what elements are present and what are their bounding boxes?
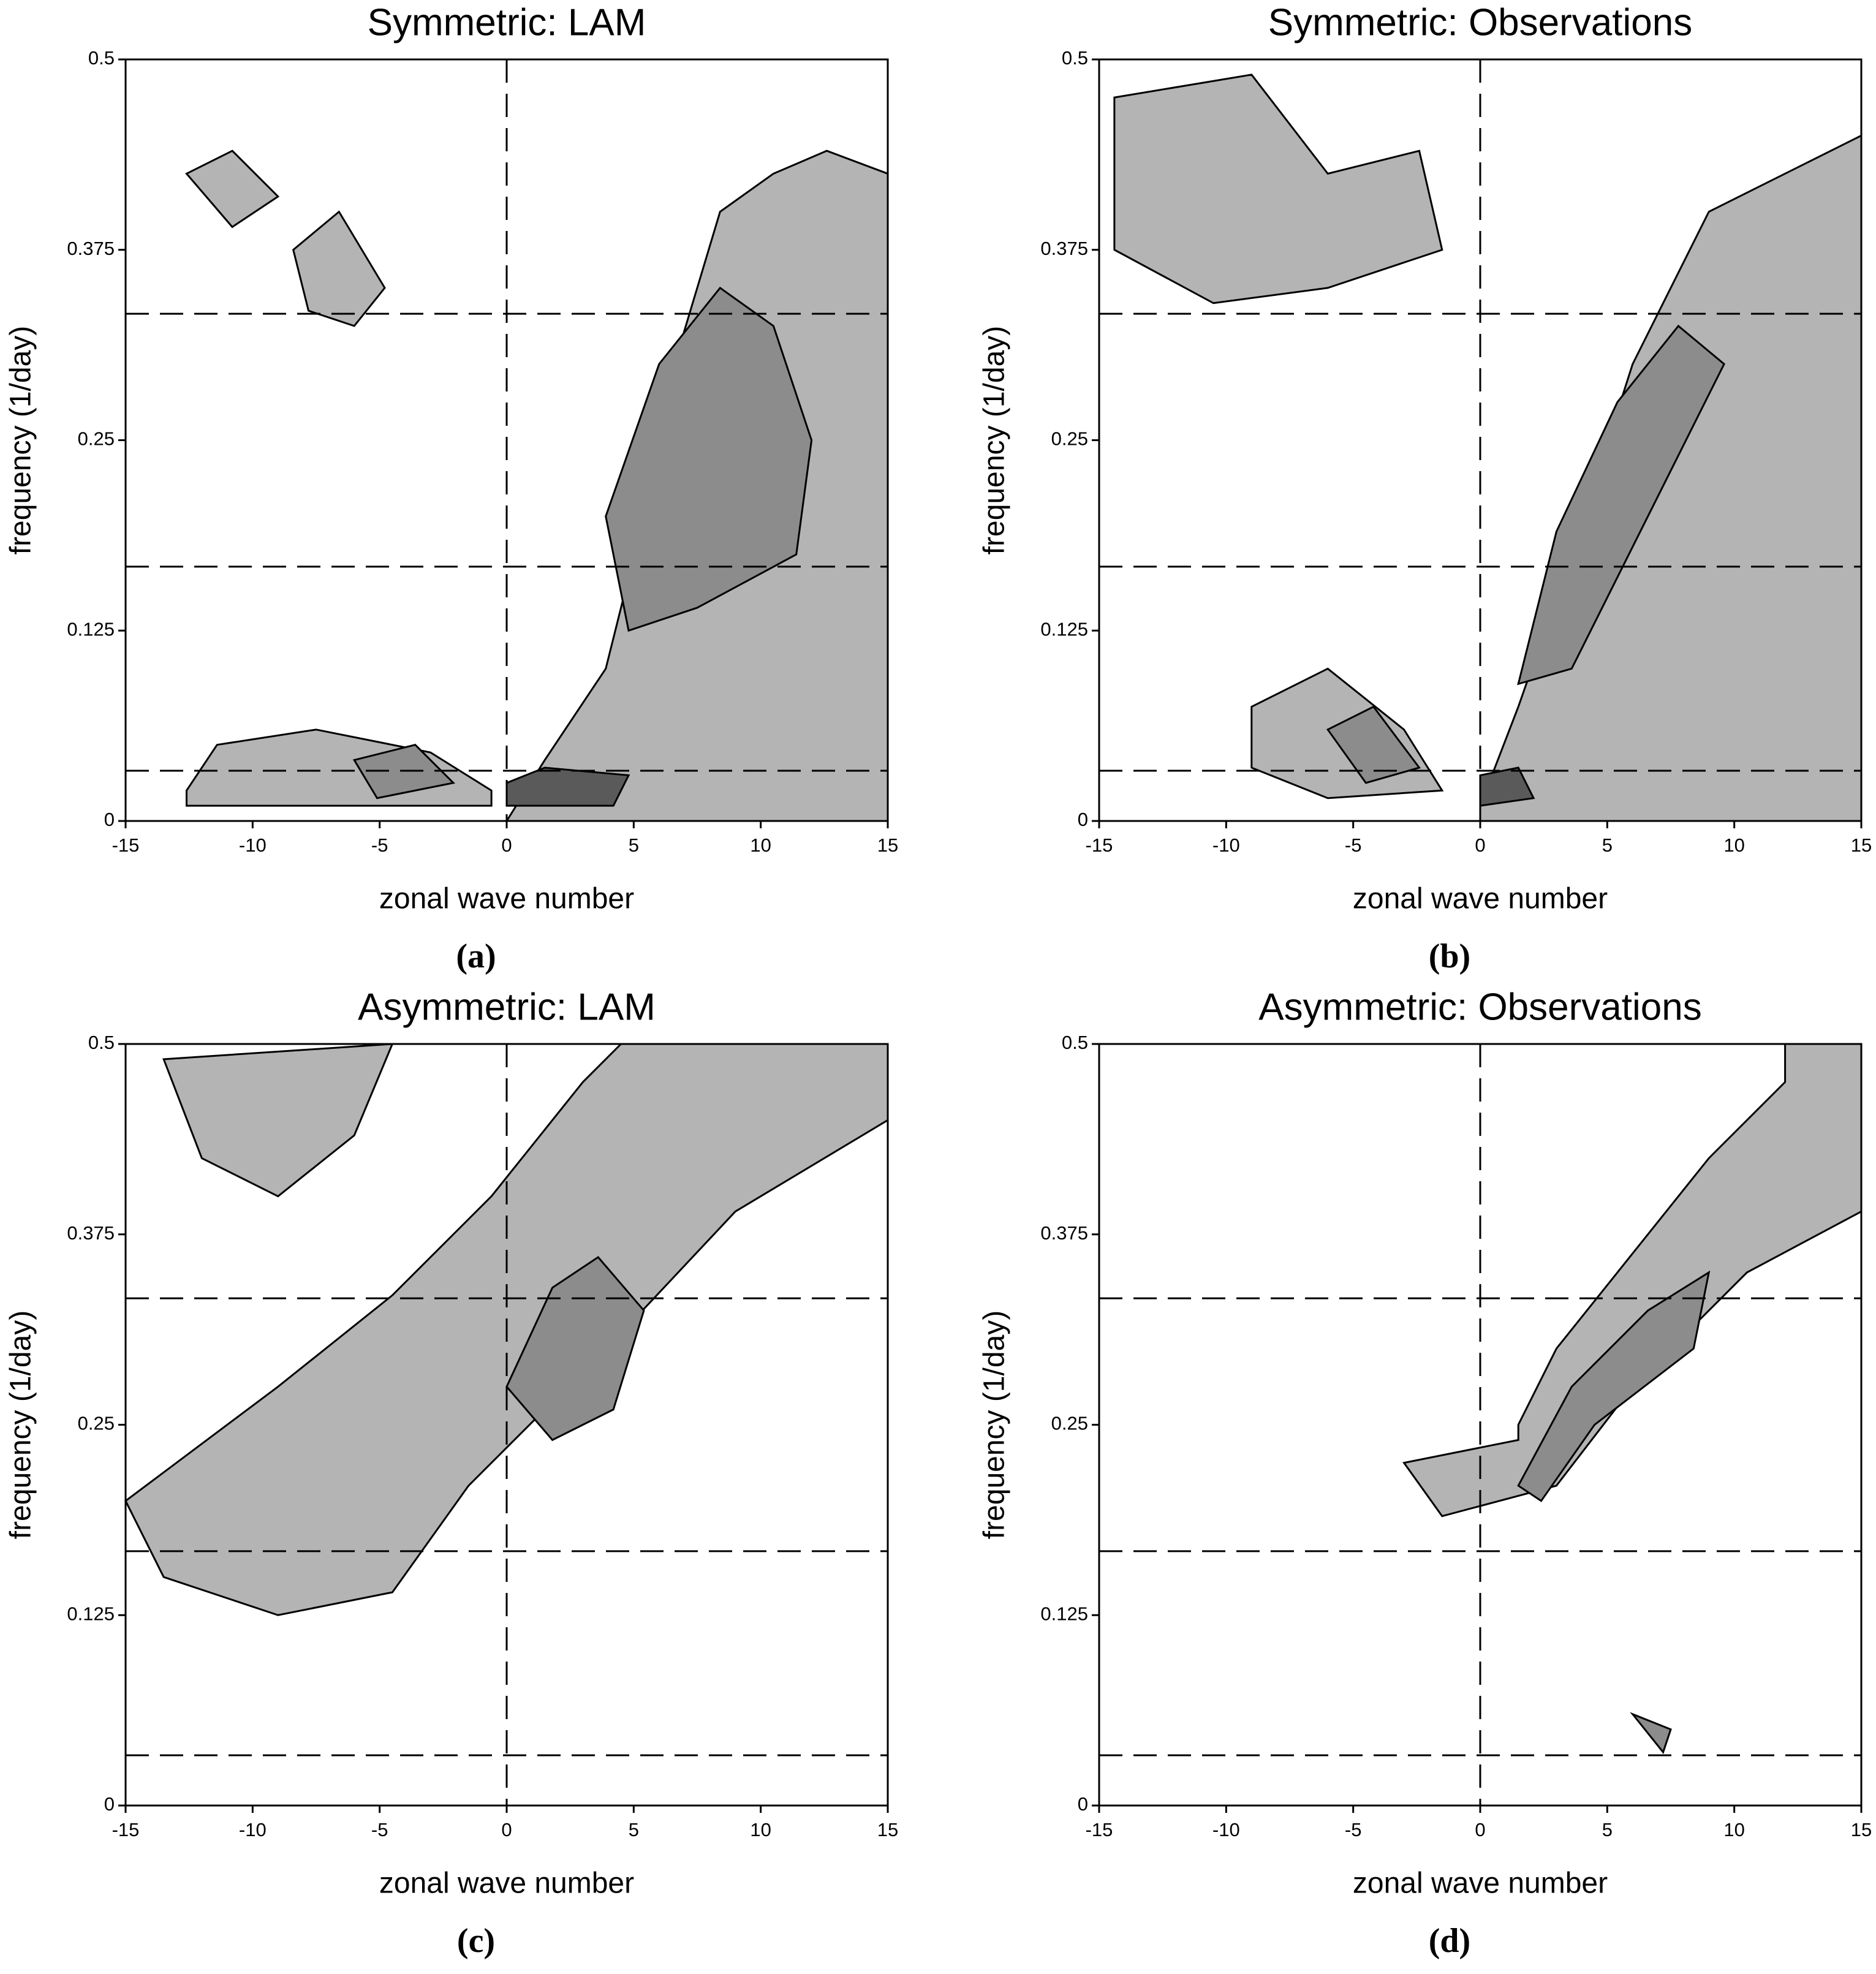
y-tick-label: 0.5 (1062, 1032, 1088, 1053)
contour-shade (185, 149, 280, 229)
x-tick-label: -10 (239, 1819, 267, 1840)
x-tick-label: -5 (371, 834, 388, 856)
y-axis-label: frequency (1/day) (978, 326, 1011, 555)
contour-shade (1630, 1712, 1672, 1755)
x-tick-label: 10 (750, 834, 771, 856)
y-tick-label: 0.125 (67, 618, 115, 640)
y-tick-label: 0.375 (67, 1222, 115, 1244)
x-axis-label: zonal wave number (379, 1867, 634, 1900)
x-axis-label: zonal wave number (1353, 1867, 1608, 1900)
contour-shade (1326, 705, 1421, 784)
contour-shade (1402, 1043, 1863, 1518)
y-tick-label: 0.25 (1051, 428, 1088, 450)
panel: -15 -10 -5 0 5 10 15 0 0.125 0.25 0.375 0.5 Asymmetr… (5, 986, 899, 1959)
x-tick-label: -5 (371, 1819, 388, 1840)
contour-shade (505, 766, 630, 807)
x-tick-label: 0 (501, 834, 512, 856)
y-tick-label: 0.125 (1040, 618, 1088, 640)
x-tick-label: -15 (112, 834, 140, 856)
x-axis-label: zonal wave number (379, 883, 634, 915)
y-tick-label: 0.375 (1040, 1222, 1088, 1244)
x-tick-label: 15 (1851, 1819, 1872, 1840)
x-tick-label: 0 (1475, 1819, 1485, 1840)
y-tick-label: 0.375 (1040, 238, 1088, 259)
x-tick-label: -15 (1086, 1819, 1113, 1840)
y-axis-label: frequency (1/day) (5, 326, 37, 555)
y-tick-label: 0 (1078, 1793, 1088, 1815)
x-tick-label: 10 (1723, 1819, 1744, 1840)
y-tick-label: 0.25 (78, 1413, 115, 1434)
panel-title: Asymmetric: Observations (1258, 986, 1702, 1028)
x-tick-label: -5 (1345, 834, 1362, 856)
panel-label: (b) (1429, 937, 1470, 975)
panel-label: (d) (1429, 1922, 1470, 1960)
x-tick-label: 15 (1851, 834, 1872, 856)
y-tick-label: 0.25 (1051, 1413, 1088, 1434)
contour-shade (1517, 1270, 1711, 1502)
y-tick-label: 0 (1078, 809, 1088, 830)
x-tick-label: 15 (877, 834, 898, 856)
x-tick-label: 0 (501, 1819, 512, 1840)
x-tick-label: 10 (750, 1819, 771, 1840)
y-axis-label: frequency (1/day) (978, 1310, 1011, 1540)
x-tick-label: -10 (1212, 1819, 1240, 1840)
x-tick-label: 15 (877, 1819, 898, 1840)
x-tick-label: -15 (112, 1819, 140, 1840)
y-tick-label: 0.25 (78, 428, 115, 450)
contour-shade (292, 210, 386, 327)
x-tick-label: -10 (1212, 834, 1240, 856)
panel-title: Asymmetric: LAM (358, 986, 656, 1028)
panel: -15 -10 -5 0 5 10 15 0 0.125 0.25 0.375 0.5 Symmetri… (5, 1, 899, 975)
x-tick-label: -5 (1345, 1819, 1362, 1840)
y-axis-label: frequency (1/day) (5, 1310, 37, 1540)
contour-shade (162, 1043, 394, 1198)
x-tick-label: 5 (1602, 1819, 1613, 1840)
x-tick-label: 5 (629, 834, 639, 856)
y-tick-label: 0.5 (1062, 47, 1088, 69)
panel-label: (c) (457, 1922, 495, 1960)
contour-shade (1113, 74, 1443, 304)
panel: -15 -10 -5 0 5 10 15 0 0.125 0.25 0.375 0.5 Symmetri… (978, 1, 1872, 975)
x-tick-label: -10 (239, 834, 267, 856)
contour-shade (505, 1256, 645, 1442)
x-tick-label: 10 (1723, 834, 1744, 856)
y-tick-label: 0.5 (88, 47, 115, 69)
y-tick-label: 0 (104, 809, 115, 830)
x-axis-label: zonal wave number (1353, 883, 1608, 915)
x-tick-label: 5 (1602, 834, 1613, 856)
contour-shade (1517, 324, 1725, 686)
x-tick-label: 0 (1475, 834, 1485, 856)
y-tick-label: 0.125 (1040, 1603, 1088, 1624)
panel: -15 -10 -5 0 5 10 15 0 0.125 0.25 0.375 0.5 Asymmetr… (978, 986, 1872, 1959)
contour-shade (605, 286, 813, 632)
contour-shade (1479, 134, 1863, 822)
x-tick-label: 5 (629, 1819, 639, 1840)
x-tick-label: -15 (1086, 834, 1113, 856)
y-tick-label: 0.5 (88, 1032, 115, 1053)
panel-title: Symmetric: LAM (368, 1, 646, 43)
y-tick-label: 0 (104, 1793, 115, 1815)
y-tick-label: 0.125 (67, 1603, 115, 1624)
panel-label: (a) (456, 937, 496, 975)
panel-title: Symmetric: Observations (1268, 1, 1693, 43)
y-tick-label: 0.375 (67, 238, 115, 259)
contour-shade (186, 728, 493, 807)
